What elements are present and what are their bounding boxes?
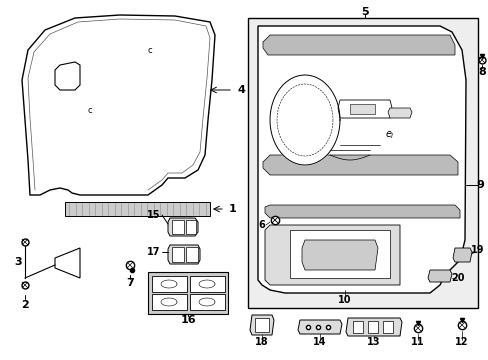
Polygon shape [152,294,186,310]
Polygon shape [289,230,389,278]
Polygon shape [427,270,451,282]
Polygon shape [367,321,377,333]
Polygon shape [387,108,411,118]
Polygon shape [258,26,465,293]
Polygon shape [247,18,477,308]
Text: 13: 13 [366,337,380,347]
Text: 12: 12 [454,337,468,347]
Polygon shape [55,62,80,90]
Polygon shape [297,320,341,334]
Polygon shape [190,276,224,292]
Polygon shape [302,240,377,270]
Polygon shape [152,276,186,292]
Text: 1: 1 [229,204,236,214]
Text: c: c [147,45,152,54]
Polygon shape [148,272,227,314]
Text: 4: 4 [237,85,244,95]
Text: 7: 7 [126,278,134,288]
Polygon shape [185,220,196,234]
Polygon shape [254,318,268,332]
Polygon shape [249,315,273,335]
Text: 18: 18 [255,337,268,347]
Polygon shape [337,100,391,118]
Text: c: c [87,105,92,114]
Text: 5: 5 [361,7,368,17]
Text: $e_i$: $e_i$ [384,129,394,141]
Polygon shape [22,15,215,195]
Polygon shape [382,321,392,333]
Text: 6: 6 [258,220,264,230]
Text: 14: 14 [313,337,326,347]
Text: 17: 17 [146,247,160,257]
Polygon shape [55,248,80,278]
Text: 3: 3 [14,257,22,267]
Text: 8: 8 [477,67,485,77]
Polygon shape [263,155,457,175]
Polygon shape [168,245,200,264]
Polygon shape [185,247,198,262]
Polygon shape [452,248,471,262]
Text: 2: 2 [21,300,29,310]
Text: 19: 19 [470,245,484,255]
Polygon shape [172,220,183,234]
Polygon shape [190,294,224,310]
Polygon shape [263,35,454,55]
Polygon shape [264,225,399,285]
Text: 15: 15 [146,210,160,220]
Polygon shape [264,205,459,218]
Polygon shape [269,75,339,165]
Polygon shape [346,318,401,336]
Text: 10: 10 [338,295,351,305]
Polygon shape [352,321,362,333]
Text: 9: 9 [475,180,483,190]
Polygon shape [65,202,209,216]
Polygon shape [168,218,198,236]
Text: 11: 11 [410,337,424,347]
Text: 20: 20 [450,273,464,283]
Polygon shape [172,247,183,262]
Text: 16: 16 [180,315,195,325]
Polygon shape [349,104,374,114]
